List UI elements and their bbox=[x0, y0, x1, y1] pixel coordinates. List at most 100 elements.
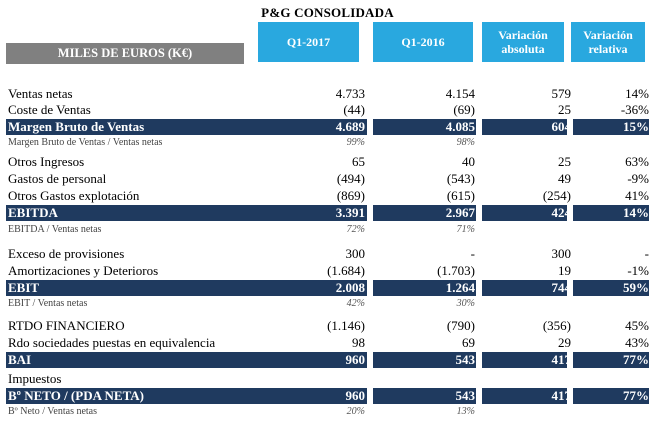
column-separator bbox=[367, 280, 373, 296]
cell-var-rel: - bbox=[644, 246, 649, 261]
row-ventas-netas: Ventas netas 4.733 4.154 579 14% bbox=[6, 85, 649, 102]
cell-var-rel: 14% bbox=[625, 86, 649, 101]
cell-q1-2017: 4.689 bbox=[335, 119, 365, 134]
row-otros-gastos: Otros Gastos explotación (869) (615) (25… bbox=[6, 187, 649, 204]
cell-var-rel: 63% bbox=[625, 154, 649, 169]
cell-q1-2017: 960 bbox=[345, 352, 366, 367]
cell-var-abs: 744 bbox=[551, 280, 572, 295]
cell-q1-2016: (790) bbox=[446, 318, 475, 333]
row-label: EBITDA bbox=[8, 205, 58, 220]
cell-q1-2017: 2.008 bbox=[335, 280, 365, 295]
row-rtdo-financiero: RTDO FINANCIERO (1.146) (790) (356) 45% bbox=[6, 317, 649, 334]
column-header-line1: Q1-2016 bbox=[401, 35, 445, 49]
cell-var-rel: 41% bbox=[625, 188, 649, 203]
row-ebit-ratio: EBIT / Ventas netas 42% 30% bbox=[6, 297, 649, 311]
cell-var-abs: 29 bbox=[558, 335, 571, 350]
row-label: EBIT / Ventas netas bbox=[8, 298, 88, 309]
column-separator bbox=[476, 388, 482, 404]
cell-q1-2016: 543 bbox=[455, 352, 476, 367]
cell-var-abs: 579 bbox=[551, 86, 572, 101]
row-ebitda: EBITDA 3.391 2.967 424 14% bbox=[6, 205, 649, 221]
cell-q1-2016: (615) bbox=[446, 188, 475, 203]
cell-q1-2016: 2.967 bbox=[445, 205, 475, 220]
row-ebit: EBIT 2.008 1.264 744 59% bbox=[6, 280, 649, 296]
cell-var-abs: 300 bbox=[551, 246, 572, 261]
cell-q1-2016: (543) bbox=[446, 171, 475, 186]
cell-q1-2016: 1.264 bbox=[445, 280, 475, 295]
cell-q1-2017: 960 bbox=[345, 388, 366, 403]
row-label: Margen Bruto de Ventas / Ventas netas bbox=[8, 137, 163, 148]
column-separator bbox=[367, 352, 373, 368]
cell-q1-2017: 3.391 bbox=[335, 205, 365, 220]
row-label: Ventas netas bbox=[8, 86, 73, 101]
row-otros-ingresos: Otros Ingresos 65 40 25 63% bbox=[6, 153, 649, 170]
cell-q1-2016: (69) bbox=[453, 102, 475, 117]
column-separator bbox=[567, 388, 573, 404]
column-header-line1: Q1-2017 bbox=[286, 35, 331, 49]
row-beneficio-neto: Bº NETO / (PDA NETA) 960 543 417 77% bbox=[6, 388, 649, 404]
cell-q1-2017: 42% bbox=[346, 298, 365, 309]
cell-q1-2016: 98% bbox=[456, 137, 475, 148]
cell-var-rel: 77% bbox=[623, 352, 649, 367]
cell-q1-2017: (1.684) bbox=[327, 263, 365, 278]
cell-q1-2017: 72% bbox=[346, 224, 365, 235]
column-header-line1: Variación bbox=[498, 28, 548, 42]
row-label: Margen Bruto de Ventas bbox=[8, 119, 145, 134]
column-separator bbox=[567, 119, 573, 135]
cell-var-abs: 49 bbox=[558, 171, 571, 186]
cell-q1-2016: 4.085 bbox=[445, 119, 475, 134]
row-label: Gastos de personal bbox=[8, 171, 107, 186]
cell-q1-2017: 20% bbox=[346, 406, 365, 417]
column-separator bbox=[567, 280, 573, 296]
cell-q1-2017: 98 bbox=[352, 335, 365, 350]
row-coste-de-ventas: Coste de Ventas (44) (69) 25 -36% bbox=[6, 101, 649, 118]
cell-var-abs: 417 bbox=[551, 388, 572, 403]
column-separator bbox=[567, 352, 573, 368]
cell-q1-2016: 69 bbox=[462, 335, 475, 350]
row-amortizaciones: Amortizaciones y Deterioros (1.684) (1.7… bbox=[6, 262, 649, 279]
row-bai: BAI 960 543 417 77% bbox=[6, 352, 649, 368]
column-separator bbox=[367, 388, 373, 404]
cell-var-abs: 417 bbox=[551, 352, 572, 367]
cell-var-rel: -36% bbox=[620, 102, 649, 117]
cell-var-rel: -1% bbox=[627, 263, 649, 278]
row-label: Impuestos bbox=[8, 371, 62, 386]
row-label: Otros Ingresos bbox=[8, 154, 85, 169]
row-label: RTDO FINANCIERO bbox=[8, 318, 125, 333]
cell-q1-2016: 4.154 bbox=[445, 86, 475, 101]
row-exceso-provisiones: Exceso de provisiones 300 - 300 - bbox=[6, 245, 649, 262]
cell-q1-2017: (1.146) bbox=[327, 318, 365, 333]
cell-var-abs: 19 bbox=[558, 263, 571, 278]
cell-q1-2016: 543 bbox=[455, 388, 476, 403]
row-gastos-personal: Gastos de personal (494) (543) 49 -9% bbox=[6, 170, 649, 187]
row-ebitda-ratio: EBITDA / Ventas netas 72% 71% bbox=[6, 223, 649, 237]
cell-q1-2017: (869) bbox=[336, 188, 365, 203]
cell-var-abs: 25 bbox=[558, 102, 571, 117]
row-label: EBITDA / Ventas netas bbox=[8, 224, 102, 235]
row-label: Bº NETO / (PDA NETA) bbox=[8, 388, 144, 403]
row-label: Rdo sociedades puestas en equivalencia bbox=[8, 335, 216, 350]
column-header-variacion-absoluta: Variación absoluta bbox=[482, 22, 564, 62]
column-header-line2: absoluta bbox=[501, 42, 545, 56]
column-separator bbox=[476, 205, 482, 221]
row-impuestos: Impuestos bbox=[6, 370, 649, 387]
cell-q1-2017: 4.733 bbox=[335, 86, 365, 101]
cell-var-rel: 59% bbox=[623, 280, 649, 295]
column-header-q1-2017: Q1-2017 bbox=[258, 22, 359, 62]
column-separator bbox=[476, 119, 482, 135]
column-separator bbox=[367, 119, 373, 135]
row-label: Bº Neto / Ventas netas bbox=[8, 406, 98, 417]
row-label: Coste de Ventas bbox=[8, 102, 91, 117]
row-margen-ratio: Margen Bruto de Ventas / Ventas netas 99… bbox=[6, 136, 649, 150]
column-header-variacion-relativa: Variación relativa bbox=[571, 22, 645, 62]
column-separator bbox=[476, 280, 482, 296]
column-separator bbox=[367, 205, 373, 221]
row-neto-ratio: Bº Neto / Ventas netas 20% 13% bbox=[6, 405, 649, 419]
cell-q1-2017: (44) bbox=[343, 102, 365, 117]
row-rdo-sociedades: Rdo sociedades puestas en equivalencia 9… bbox=[6, 334, 649, 351]
cell-q1-2017: 99% bbox=[346, 137, 365, 148]
column-separator bbox=[476, 352, 482, 368]
row-label: BAI bbox=[8, 352, 32, 367]
cell-var-abs: 25 bbox=[558, 154, 571, 169]
cell-q1-2016: (1.703) bbox=[437, 263, 475, 278]
